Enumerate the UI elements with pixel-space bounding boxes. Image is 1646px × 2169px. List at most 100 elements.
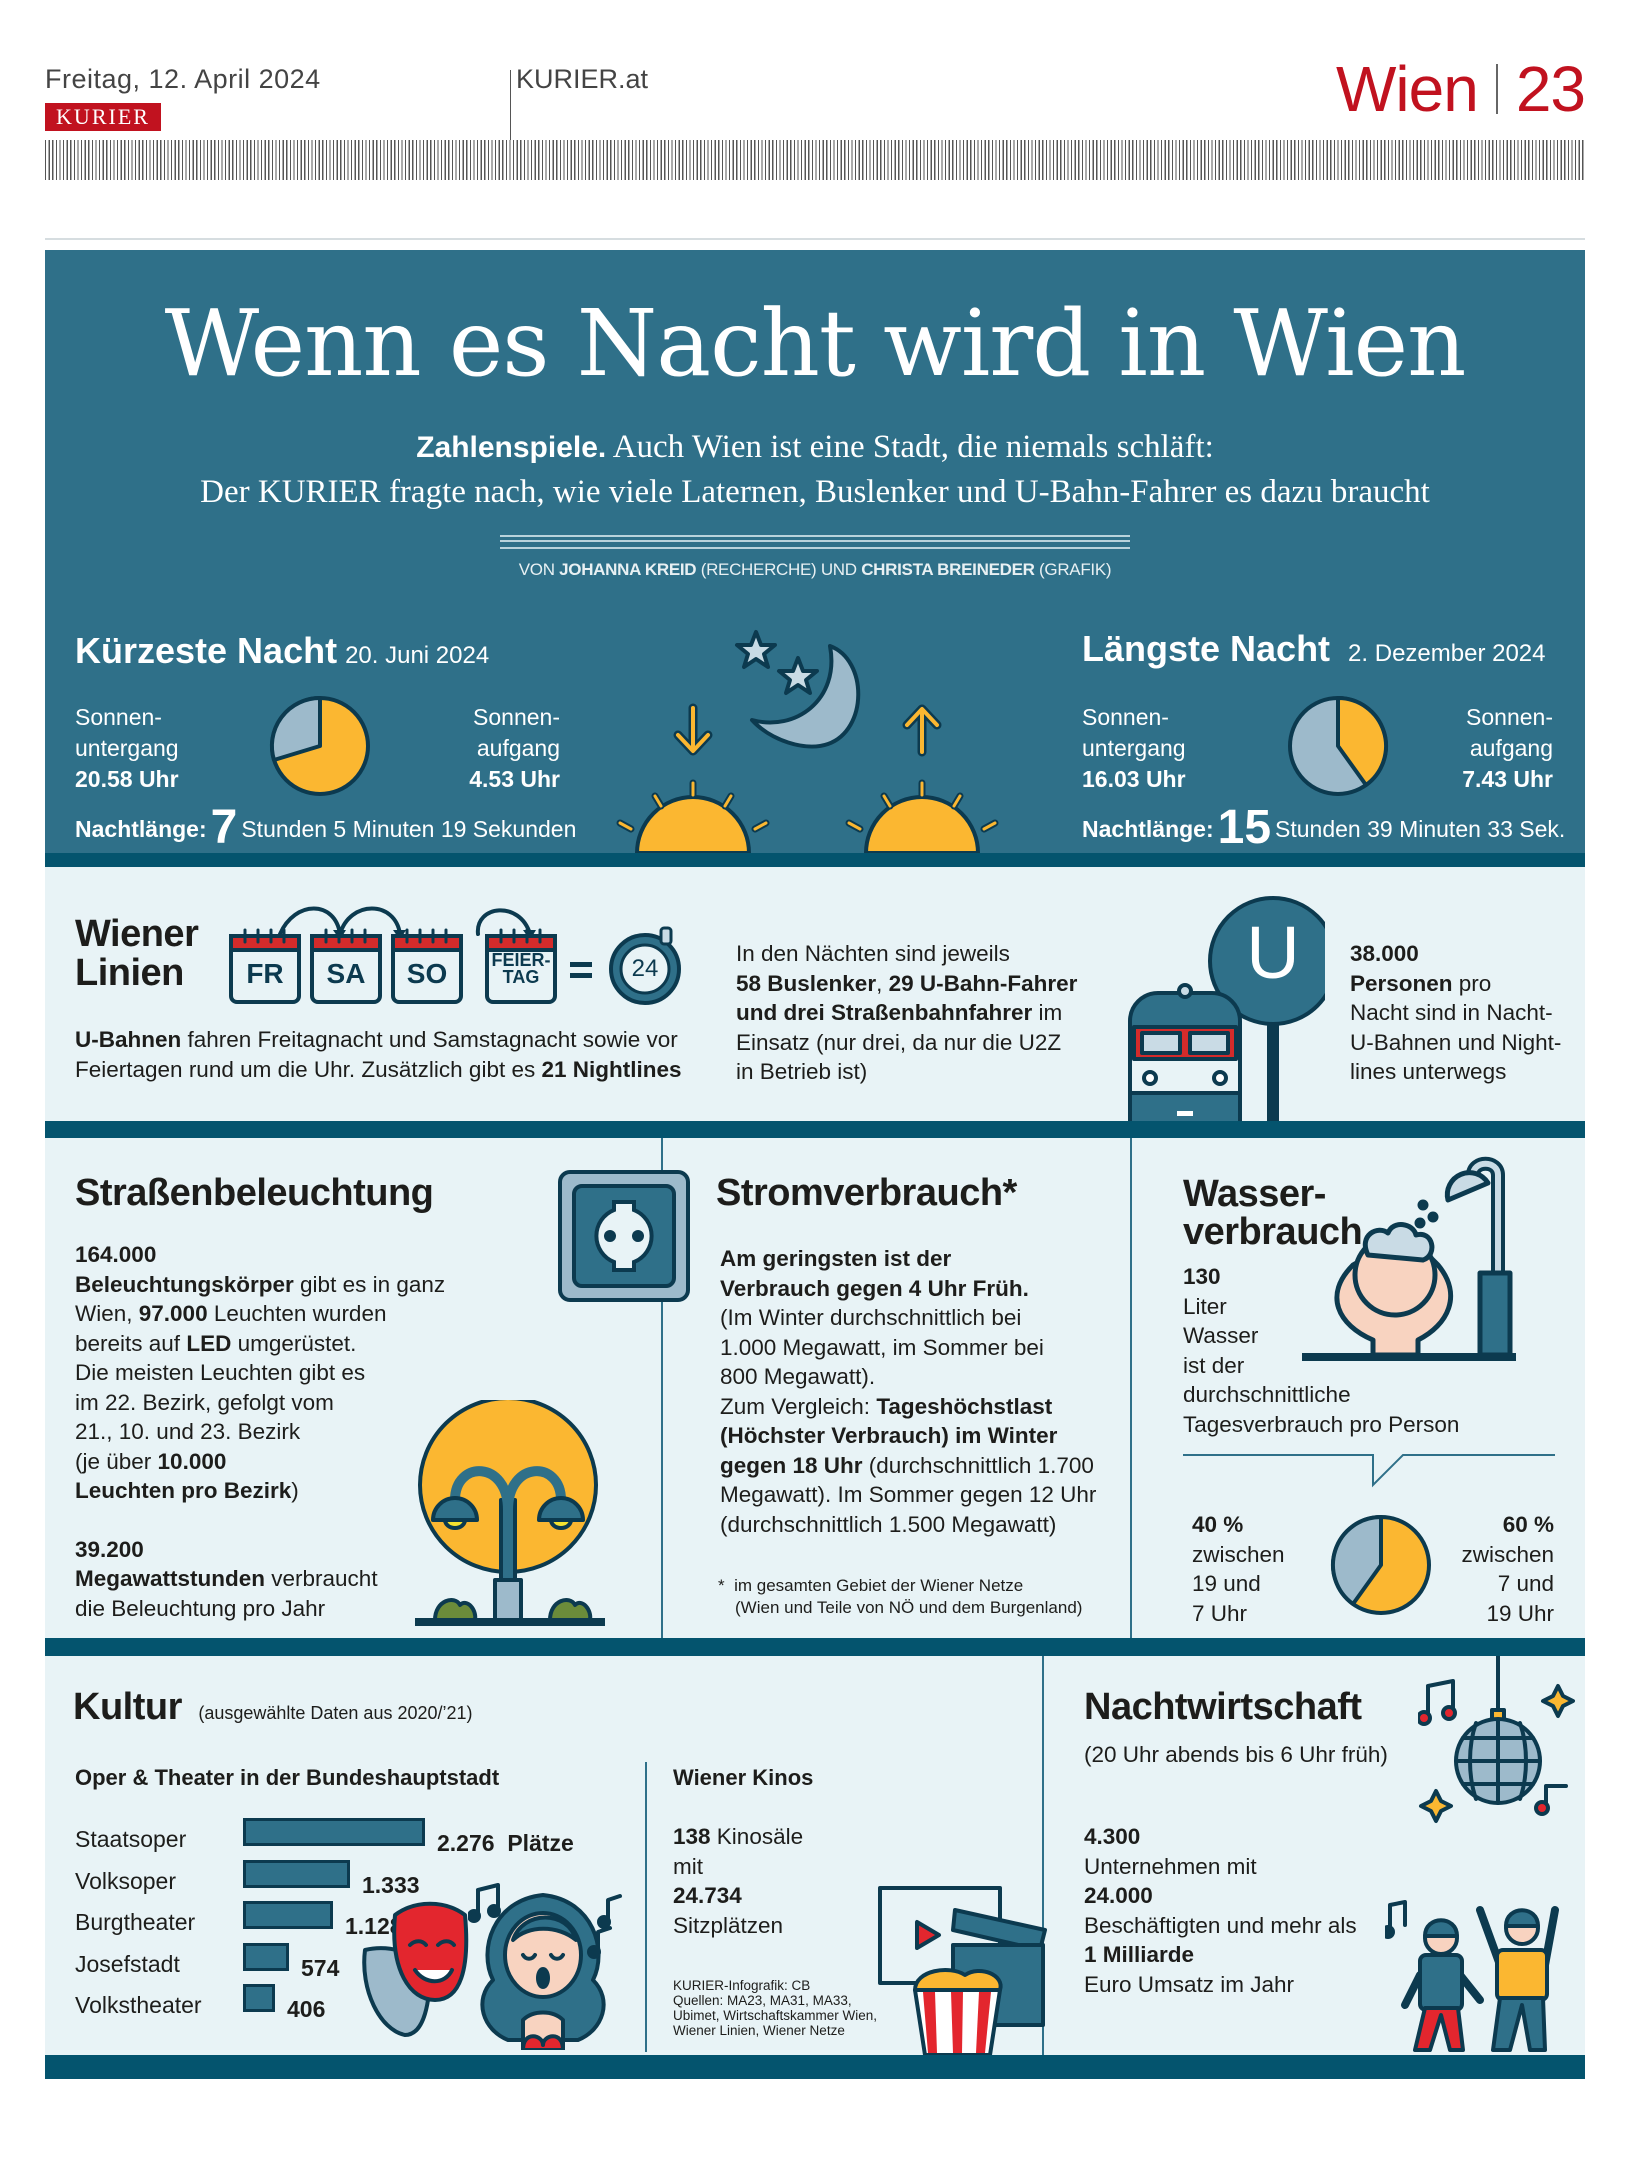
column-divider [1042, 1656, 1044, 2055]
water-amount: 130 [1183, 1264, 1221, 1289]
staff-line-1: In den Nächten sind jeweils [736, 941, 1010, 966]
staff-bold-3: und drei Straßenbahnfahrer [736, 1000, 1033, 1025]
lighting-energy-line-1: verbraucht [265, 1566, 378, 1591]
night-illustration [600, 620, 1050, 853]
subtitle-lead: Zahlenspiele. [416, 431, 607, 464]
ubahn-line-2: Feiertagen rund um die Uhr. Zusätzlich g… [75, 1056, 542, 1082]
persons-bold: Personen [1350, 970, 1453, 996]
header-stripes [45, 140, 1585, 180]
lighting-line-7a: (je über [75, 1448, 158, 1474]
shortest-sunrise: Sonnen- aufgang 4.53 Uhr [440, 702, 560, 795]
credits: KURIER-Infografik: CB Quellen: MA23, MA3… [673, 1978, 877, 2038]
staff-sep: , [876, 970, 889, 996]
lighting-energy-bold: Megawattstunden [75, 1566, 266, 1591]
lighting-bold-8: Leuchten pro Bezirk [75, 1478, 292, 1503]
calendar-feiertag [485, 934, 557, 1004]
longest-night-block: Längste Nacht 2. Dezember 2024 [1082, 628, 1546, 670]
water-night-line-2: 19 und [1192, 1571, 1261, 1596]
infographic-subtitle: Zahlenspiele. Auch Wien ist eine Stadt, … [45, 425, 1585, 514]
star-icon [777, 656, 819, 695]
water-line-3: ist der [1183, 1352, 1245, 1378]
bar-label: Burgtheater [75, 1909, 196, 1935]
lighting-line-3b: umgerüstet. [231, 1330, 357, 1356]
calendar-day-so: SO [406, 958, 448, 989]
lighting-energy-line-2: die Beleuchtung pro Jahr [75, 1595, 326, 1621]
culture-heading: Kultur [73, 1686, 182, 1728]
calendar-day-sa: SA [326, 958, 366, 989]
section-band [45, 2055, 1585, 2079]
culture-heading-block: Kultur (ausgewählte Daten aus 2020/’21) [73, 1686, 473, 1729]
culture-chart-title: Oper & Theater in der Bundeshauptstadt [75, 1765, 500, 1790]
length-rest: Stunden 5 Minuten 19 Sekunden [241, 816, 577, 842]
longest-night-length: Nachtlänge:15 Stunden 39 Minuten 33 Sek. [1082, 800, 1565, 855]
sunset-label-2: untergang [1082, 735, 1186, 761]
section-band [45, 1638, 1585, 1656]
lighting-line-5: im 22. Bezirk, gefolgt vom [75, 1389, 334, 1415]
power-line-2: 1.000 Megawatt, im Sommer bei [720, 1334, 1044, 1360]
theater-masks-icon [360, 1890, 470, 2040]
page-number: 23 [1515, 53, 1586, 125]
nightlife-revenue-text: Euro Umsatz im Jahr [1084, 1971, 1295, 1997]
lighting-line-1: gibt es in ganz [293, 1271, 446, 1297]
site-link[interactable]: KURIER.at [516, 64, 649, 94]
water-day-line-2: 7 und [1497, 1571, 1554, 1596]
power-bold-4: Tageshöchstlast [876, 1393, 1053, 1419]
nightlife-companies: 4.300 [1084, 1824, 1141, 1849]
footnote-star: * [718, 1576, 725, 1595]
sunset-time: 16.03 Uhr [1082, 766, 1186, 792]
cinemas-text: 138 Kinosäle mit 24.734 Sitzplätzen [673, 1822, 803, 1940]
clock-24-label: 24 [631, 955, 659, 982]
lighting-line-8: ) [291, 1478, 299, 1503]
sunset-label-1: Sonnen- [1082, 704, 1169, 730]
persons-line-3: U-Bahnen und Night- [1350, 1029, 1562, 1055]
water-day-share: 60 % zwischen 7 und 19 Uhr [1430, 1510, 1554, 1628]
byline: VON JOHANNA KREID (RECHERCHE) UND CHRIST… [45, 560, 1585, 580]
section-band [45, 853, 1585, 867]
sunrise-time: 4.53 Uhr [469, 766, 560, 792]
bar-value: 2.276 Plätze [437, 1830, 574, 1856]
cinemas-heading: Wiener Kinos [673, 1765, 814, 1790]
lighting-bold-3: LED [186, 1330, 232, 1356]
cinema-mit: mit [673, 1853, 703, 1879]
sunset-label-2: untergang [75, 735, 179, 761]
shortest-night-heading: Kürzeste Nacht 20. Juni 2024 [75, 630, 489, 672]
longest-sunset: Sonnen- untergang 16.03 Uhr [1082, 702, 1186, 795]
column-divider [645, 1762, 647, 2052]
length-hours: 15 [1217, 801, 1272, 854]
byline-author-1: JOHANNA KREID [559, 560, 697, 579]
longest-night-heading: Längste Nacht 2. Dezember 2024 [1082, 628, 1546, 670]
byline-role-1: (RECHERCHE) UND [696, 560, 862, 579]
lighting-bold-1: Beleuchtungskörper [75, 1271, 294, 1297]
staff-line-4: Einsatz (nur drei, da nur die U2Z [736, 1029, 1062, 1055]
ubahn-text: U-Bahnen fahren Freitagnacht und Samstag… [75, 1025, 682, 1084]
lighting-line-2a: Wien, [75, 1301, 139, 1326]
lighting-line-3a: bereits auf [75, 1330, 187, 1356]
street-lighting-heading: Straßenbeleuchtung [75, 1172, 434, 1214]
sunset-time: 20.58 Uhr [75, 766, 179, 792]
header-divider [510, 70, 511, 142]
bar [243, 1942, 289, 1971]
water-day-line-1: zwischen [1461, 1541, 1554, 1567]
water-callout-line [1183, 1454, 1555, 1488]
bar [243, 1984, 275, 2012]
infographic-title: Wenn es Nacht wird in Wien [164, 290, 1467, 397]
nightlines-bold: 21 Nightlines [541, 1056, 682, 1082]
column-divider [1130, 1138, 1132, 1638]
bar [243, 1859, 350, 1888]
lighting-line-4: Die meisten Leuchten gibt es [75, 1360, 366, 1385]
power-line-7: Megawatt). Im Sommer gegen 12 Uhr [720, 1482, 1097, 1507]
disco-ball-icon [1418, 1656, 1578, 1826]
shortest-sunset: Sonnen- untergang 20.58 Uhr [75, 702, 179, 795]
lighting-count: 164.000 [75, 1242, 157, 1267]
longest-night-title: Längste Nacht [1082, 628, 1331, 669]
lighting-line-6: 21., 10. und 23. Bezirk [75, 1419, 301, 1444]
sunrise-label-2: aufgang [1469, 735, 1553, 761]
shortest-night-pie [268, 694, 372, 798]
calendar-sa [310, 934, 382, 1004]
cinema-seats: 24.734 [673, 1883, 742, 1908]
longest-night-date: 2. Dezember 2024 [1348, 640, 1546, 667]
street-lamp-icon [395, 1400, 615, 1638]
bar-value: 574 [301, 1954, 340, 1981]
cinema-seats-text: Sitzplätzen [673, 1912, 784, 1938]
shortest-night-title: Kürzeste Nacht [75, 630, 338, 671]
